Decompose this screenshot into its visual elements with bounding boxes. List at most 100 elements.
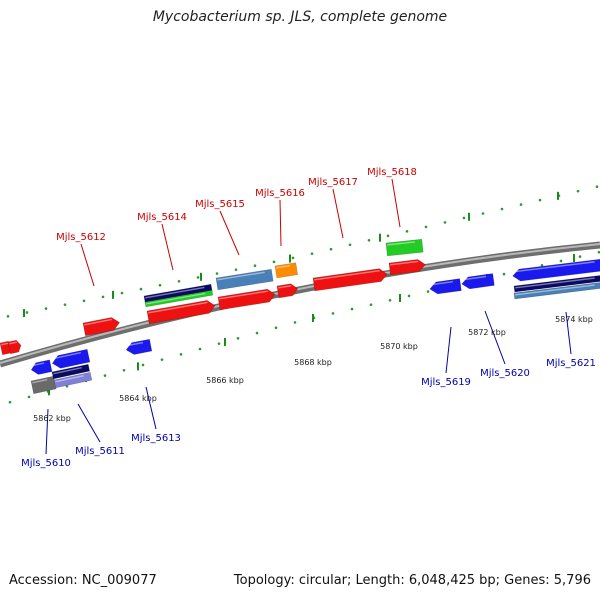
upper-dot	[481, 212, 485, 215]
callout-mjls-5610-label: Mjls_5610	[21, 458, 71, 469]
callout-mjls-5611-line	[77, 403, 101, 443]
upper-dot	[500, 207, 504, 211]
accession-label: Accession: NC_009077	[9, 573, 157, 588]
gene-mjls-5618-red	[388, 259, 426, 276]
gene-mjls-5614-navy	[143, 283, 213, 304]
lower-dot	[141, 363, 145, 367]
map-title: Mycobacterium sp. JLS, complete genome	[152, 9, 448, 25]
upper-dot	[405, 230, 409, 233]
upper-dot	[462, 216, 466, 220]
gene-mjls-5617	[312, 268, 388, 292]
ruler-label: 5866 kbp	[206, 376, 244, 385]
lower-dot	[274, 326, 278, 330]
lower-dot	[331, 312, 335, 315]
lower-dot	[103, 374, 107, 377]
lower-dot	[255, 331, 259, 335]
gene-mjls-5618-green	[385, 238, 424, 257]
upper-dot	[386, 234, 390, 238]
callout-mjls-5619-label: Mjls_5619	[421, 377, 471, 388]
gene-mjls-5615-steel	[215, 268, 274, 291]
callout-mjls-5615-label: Mjls_5615	[195, 199, 245, 210]
upper-ticks	[23, 191, 559, 318]
upper-dot	[44, 307, 48, 310]
callout-mjls-5621-label: Mjls_5621	[546, 358, 596, 369]
gene-mjls-5611-blue	[51, 348, 91, 369]
upper-dot	[348, 243, 352, 247]
upper-dot	[519, 203, 523, 206]
upper-dot	[443, 221, 447, 224]
gene-mjls-5613	[125, 338, 153, 355]
backbone-shadow	[0, 241, 600, 368]
gene-mjls-5611-lavender	[53, 371, 93, 389]
lower-dot	[597, 250, 600, 254]
lower-dot	[65, 384, 69, 388]
callout-mjls-5612-label: Mjls_5612	[56, 232, 106, 243]
callout-mjls-5614-label: Mjls_5614	[137, 212, 187, 223]
gene-mjls-5616-red	[276, 283, 299, 299]
lower-dot	[388, 299, 392, 302]
gene-mjls-5621-blue	[512, 258, 600, 282]
upper-dot	[595, 185, 599, 189]
ruler-label: 5864 kbp	[119, 394, 157, 403]
callout-mjls-5613-line	[145, 386, 157, 430]
upper-dot	[25, 311, 29, 314]
upper-dot	[291, 256, 295, 260]
ruler-label: 5870 kbp	[380, 342, 418, 351]
gene-mjls-5611-navy	[51, 363, 91, 380]
gene-mjls-5614-red	[146, 300, 216, 325]
upper-dot	[215, 272, 219, 275]
gene-mjls-5621-steel	[513, 281, 600, 300]
upper-dot	[158, 283, 162, 287]
callout-mjls-5620-line	[484, 310, 506, 365]
upper-dot	[367, 238, 371, 242]
gene-mjls-5616-orange	[274, 262, 298, 279]
ruler-label: 5868 kbp	[294, 358, 332, 367]
upper-dot	[82, 299, 86, 303]
gene-fragment-left-2	[7, 339, 22, 355]
gene-mjls-5610-gray	[30, 375, 57, 395]
callout-mjls-5615-line	[219, 210, 240, 256]
lower-dot	[160, 358, 164, 361]
lower-dot	[179, 353, 183, 356]
callout-mjls-5616-label: Mjls_5616	[255, 188, 305, 199]
backbone-highlight	[0, 243, 600, 364]
upper-dot	[329, 247, 333, 251]
lower-dot	[217, 342, 221, 345]
gene-mjls-5619	[429, 278, 462, 295]
lower-dot	[407, 294, 411, 298]
ruler-labels: 5862 kbp 5864 kbp 5866 kbp 5868 kbp 5870 kbp…	[33, 315, 593, 423]
gene-mjls-5620	[461, 273, 495, 290]
lower-dot	[426, 290, 430, 293]
gene-callouts: Mjls_5612Mjls_5614Mjls_5615Mjls_5616Mjls…	[21, 167, 596, 469]
upper-dot	[234, 268, 238, 271]
callout-mjls-5617-label: Mjls_5617	[308, 177, 358, 188]
upper-dot	[272, 260, 276, 264]
gene-mjls-5612	[82, 317, 121, 337]
lower-dot	[502, 272, 506, 276]
upper-dot	[101, 295, 105, 299]
lower-dot	[122, 368, 126, 372]
upper-dot	[196, 276, 200, 279]
ruler-label: 5874 kbp	[555, 315, 593, 324]
callout-mjls-5613-label: Mjls_5613	[131, 433, 181, 444]
upper-dot	[6, 315, 10, 318]
upper-dot	[120, 291, 124, 295]
lower-dot	[27, 395, 31, 399]
callout-mjls-5610-line	[45, 408, 49, 455]
callout-mjls-5618-line	[391, 178, 401, 228]
callout-mjls-5612-line	[80, 243, 95, 287]
upper-dot	[139, 287, 143, 291]
genome-summary: Topology: circular; Length: 6,048,425 bp…	[233, 573, 591, 588]
gene-mjls-5621-navy	[513, 274, 600, 293]
upper-dot	[538, 198, 542, 202]
upper-tick-dots	[6, 185, 599, 318]
callout-mjls-5617-line	[332, 188, 344, 239]
lower-dot	[559, 259, 563, 263]
lower-dot	[236, 337, 240, 340]
upper-dot	[576, 189, 580, 193]
callout-mjls-5618-label: Mjls_5618	[367, 167, 417, 178]
callout-mjls-5619-line	[445, 326, 452, 374]
callout-mjls-5616-line	[279, 199, 282, 247]
lower-dot	[578, 255, 582, 258]
